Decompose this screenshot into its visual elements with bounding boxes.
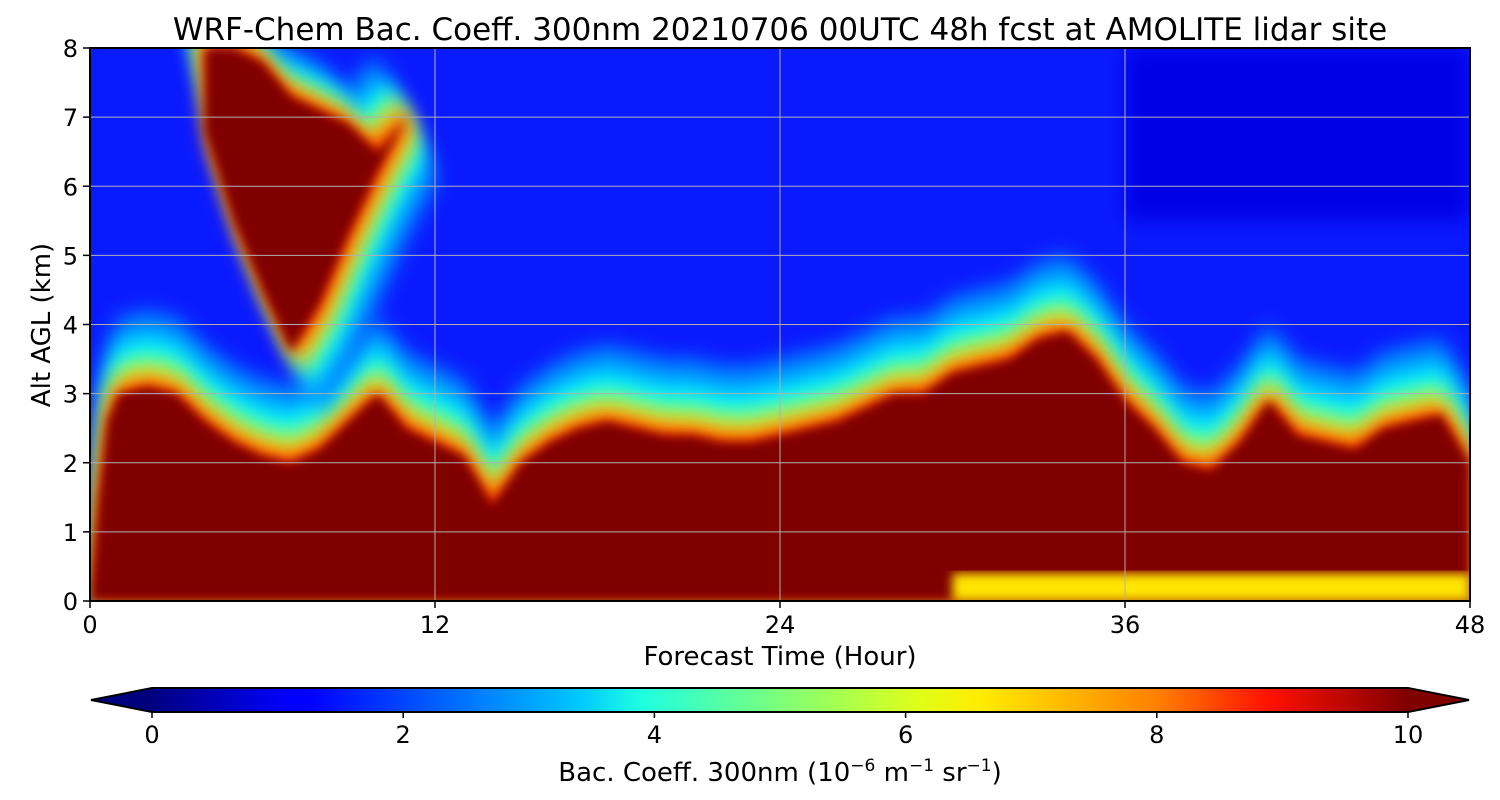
y-tick-label: 5: [63, 242, 78, 270]
y-tick-label: 1: [63, 519, 78, 547]
colorbar: 0 2 4 6 8 10 Bac. Coeff. 300nm (10−6 m−1 sr−1…: [90, 687, 1470, 788]
y-tick-label: 6: [63, 173, 78, 201]
x-tick-label: 0: [82, 611, 97, 639]
y-axis: 0 1 2 3 4 5 6 7 8: [63, 35, 90, 616]
y-axis-label: Alt AGL (km): [27, 243, 57, 407]
colorbar-gradient: [152, 688, 1408, 712]
y-tick-label: 0: [63, 588, 78, 616]
colorbar-extend-high: [1408, 688, 1469, 712]
field-surface-band: [952, 573, 1470, 601]
x-axis-label: Forecast Time (Hour): [643, 642, 916, 672]
colorbar-tick-label: 0: [144, 721, 159, 749]
x-tick-label: 36: [1110, 611, 1141, 639]
colorbar-tick-label: 2: [396, 721, 411, 749]
x-tick-label: 48: [1455, 611, 1486, 639]
y-tick-label: 7: [63, 104, 78, 132]
x-tick-label: 24: [765, 611, 796, 639]
chart-title: WRF-Chem Bac. Coeff. 300nm 20210706 00UT…: [173, 12, 1387, 48]
field-upper-patch: [1125, 48, 1470, 221]
y-tick-label: 2: [63, 450, 78, 478]
y-tick-label: 3: [63, 381, 78, 409]
colorbar-tick-label: 8: [1149, 721, 1164, 749]
y-tick-label: 4: [63, 312, 78, 340]
colorbar-tick-label: 6: [898, 721, 913, 749]
colorbar-ticks: 0 2 4 6 8 10: [144, 712, 1423, 749]
x-tick-label: 12: [420, 611, 451, 639]
y-tick-label: 8: [63, 35, 78, 63]
x-axis: 0 12 24 36 48: [82, 601, 1485, 639]
colorbar-label: Bac. Coeff. 300nm (10−6 m−1 sr−1): [558, 756, 1001, 788]
colorbar-tick-label: 10: [1393, 721, 1424, 749]
field-plume-contour: [205, 48, 407, 353]
colorbar-tick-label: 4: [647, 721, 662, 749]
colorbar-extend-low: [91, 688, 152, 712]
